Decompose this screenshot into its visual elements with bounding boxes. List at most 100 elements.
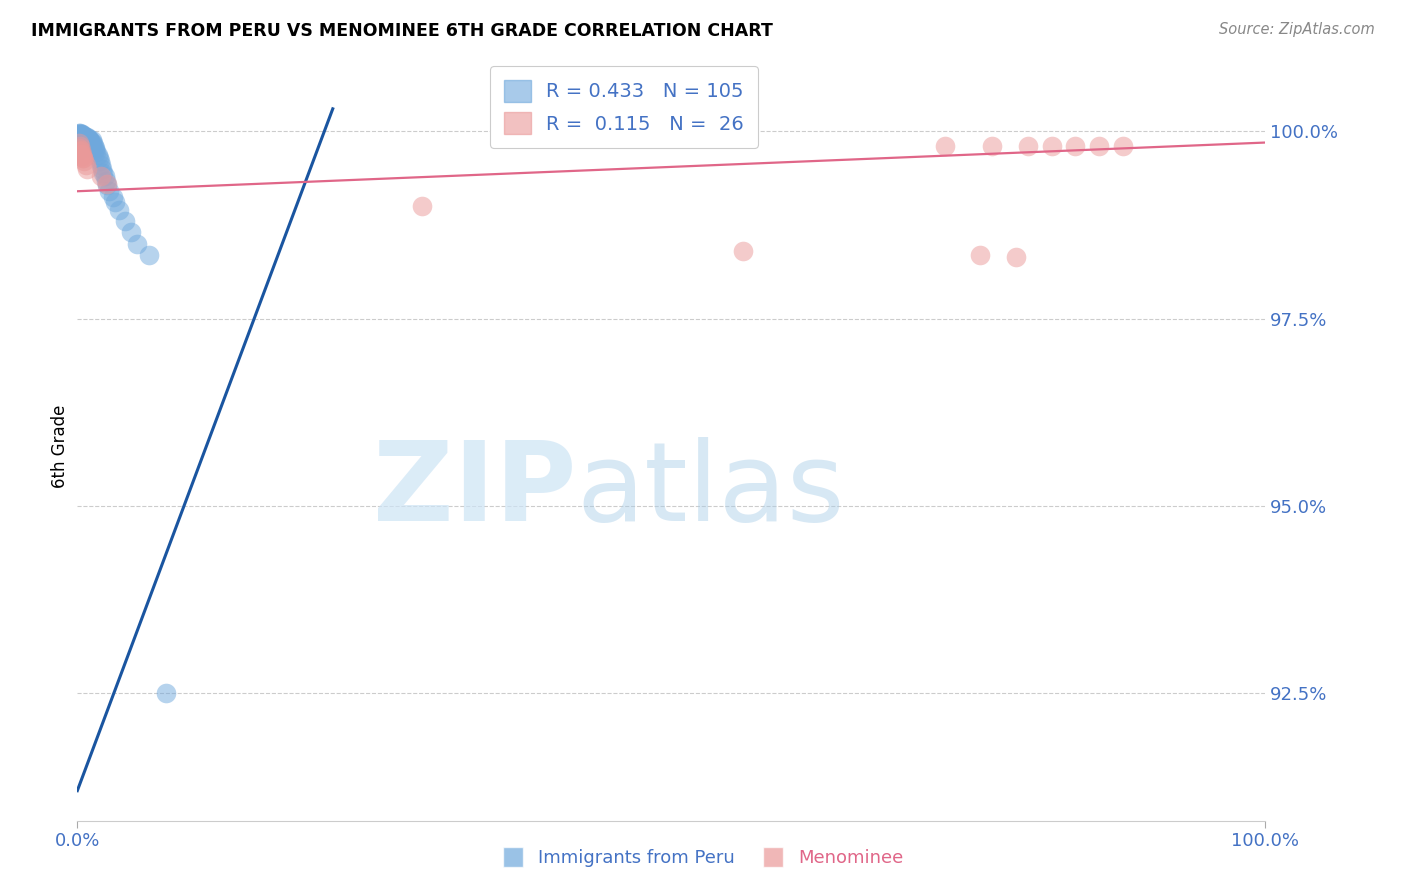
Point: [67, 128, 90, 142]
Point: [73, 154, 96, 169]
Point: [70, 129, 93, 144]
Point: [89, 154, 111, 169]
Y-axis label: 6th Grade: 6th Grade: [51, 404, 69, 488]
Point: [1064, 139, 1087, 153]
Point: [981, 139, 1004, 153]
Point: [70, 128, 93, 142]
Point: [77, 134, 100, 148]
Point: [1040, 139, 1063, 153]
Text: IMMIGRANTS FROM PERU VS MENOMINEE 6TH GRADE CORRELATION CHART: IMMIGRANTS FROM PERU VS MENOMINEE 6TH GR…: [31, 22, 773, 40]
Point: [1017, 139, 1039, 153]
Point: [69, 134, 91, 148]
Point: [70, 131, 93, 145]
Point: [90, 158, 112, 172]
Text: atlas: atlas: [576, 437, 845, 544]
Point: [72, 151, 94, 165]
Point: [70, 133, 93, 147]
Point: [67, 133, 90, 147]
Point: [70, 146, 93, 161]
Point: [72, 151, 94, 165]
Text: ZIP: ZIP: [373, 437, 576, 544]
Point: [155, 686, 177, 700]
Point: [80, 136, 103, 150]
Point: [67, 132, 90, 146]
Point: [114, 214, 136, 228]
Point: [69, 126, 91, 140]
Point: [86, 147, 108, 161]
Point: [67, 126, 90, 140]
Point: [83, 138, 105, 153]
Point: [69, 144, 91, 158]
Point: [76, 135, 98, 149]
Point: [77, 133, 100, 147]
Point: [731, 244, 754, 259]
Point: [70, 149, 93, 163]
Point: [1088, 139, 1111, 153]
Point: [125, 236, 148, 251]
Point: [93, 165, 115, 179]
Point: [67, 141, 90, 155]
Point: [1005, 250, 1028, 264]
Point: [101, 190, 124, 204]
Point: [67, 130, 90, 145]
Point: [82, 136, 104, 151]
Point: [77, 131, 100, 145]
Point: [87, 151, 110, 165]
Point: [84, 143, 107, 157]
Point: [70, 134, 93, 148]
Point: [72, 132, 94, 146]
Point: [70, 132, 93, 146]
Point: [67, 140, 90, 154]
Point: [69, 128, 91, 142]
Point: [80, 133, 103, 147]
Point: [90, 169, 112, 184]
Point: [73, 131, 96, 145]
Point: [72, 128, 94, 142]
Text: Source: ZipAtlas.com: Source: ZipAtlas.com: [1219, 22, 1375, 37]
Point: [67, 137, 90, 152]
Point: [73, 128, 96, 143]
Point: [70, 137, 93, 152]
Point: [70, 146, 93, 161]
Point: [75, 134, 97, 148]
Legend: R = 0.433   N = 105, R =  0.115   N =  26: R = 0.433 N = 105, R = 0.115 N = 26: [489, 66, 758, 148]
Point: [94, 174, 117, 188]
Point: [75, 132, 97, 146]
Point: [72, 135, 94, 149]
Legend: Immigrants from Peru, Menominee: Immigrants from Peru, Menominee: [495, 842, 911, 874]
Point: [120, 226, 142, 240]
Point: [70, 128, 93, 143]
Point: [69, 136, 91, 151]
Point: [69, 141, 91, 155]
Point: [969, 248, 991, 262]
Point: [98, 184, 121, 198]
Point: [104, 195, 127, 210]
Point: [67, 136, 90, 150]
Point: [67, 128, 90, 143]
Point: [70, 127, 93, 141]
Point: [76, 161, 98, 176]
Point: [72, 130, 94, 145]
Point: [76, 130, 98, 145]
Point: [91, 161, 114, 176]
Point: [75, 129, 97, 144]
Point: [411, 199, 433, 213]
Point: [69, 129, 91, 144]
Point: [96, 178, 118, 193]
Point: [69, 132, 91, 146]
Point: [84, 141, 107, 155]
Point: [96, 177, 118, 191]
Point: [69, 139, 91, 153]
Point: [108, 202, 131, 217]
Point: [67, 136, 90, 150]
Point: [77, 132, 100, 146]
Point: [86, 145, 108, 160]
Point: [70, 136, 93, 150]
Point: [76, 132, 98, 146]
Point: [79, 132, 101, 146]
Point: [69, 138, 91, 153]
Point: [67, 143, 90, 157]
Point: [934, 139, 956, 153]
Point: [93, 169, 115, 184]
Point: [73, 133, 96, 147]
